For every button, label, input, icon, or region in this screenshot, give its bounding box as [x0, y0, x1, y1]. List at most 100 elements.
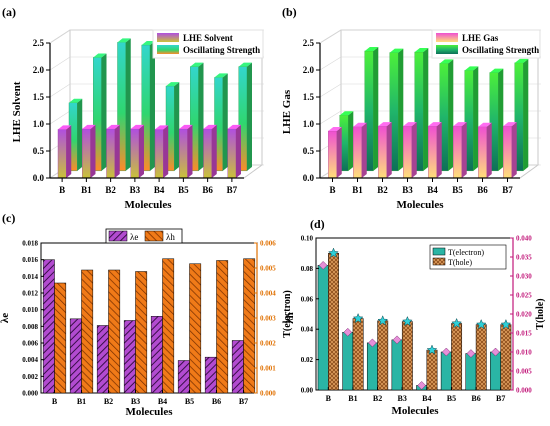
panel-d-bar-B6-s1	[465, 353, 477, 391]
panel-d-y-tick-label-right: 0.005	[516, 368, 532, 376]
panel-c-bar-B2-s1	[96, 325, 109, 394]
panel-a-bar-top	[141, 41, 155, 46]
panel-b-y-tick-label: 2.0	[303, 65, 315, 75]
panel-c-x-tick-label: B	[52, 397, 58, 406]
panel-d-marker-star	[451, 317, 463, 329]
panel-a-x-tick-label: B3	[130, 185, 141, 195]
panel-c-bar-B1-s1	[69, 318, 82, 394]
panel-c-y-tick-label-right: 0.003	[260, 315, 276, 323]
panel-b-bar-top	[478, 122, 492, 127]
panel-b-y-tick-label: 1.5	[303, 92, 315, 102]
panel-d-marker-diamond	[417, 381, 426, 390]
panel-d-y-tick-label-right: 0.010	[516, 349, 532, 357]
panel-b-bar-side	[336, 127, 342, 178]
panel-d-bar-B7-s1	[490, 351, 501, 391]
panel-c-y-tick-label-left: 0.004	[22, 356, 38, 364]
panel-b-gridline	[319, 29, 342, 44]
panel-a-bar-top	[58, 125, 72, 130]
panel-c-y-ticks-left: 0.000 0.002 0.004 0.006 0.008 0.010 0.012 0.014…	[22, 240, 44, 398]
panel-c-x-tick-label: B5	[185, 397, 194, 406]
panel-b-bar-side	[523, 58, 529, 171]
panel-a-x-tick-label: B2	[105, 185, 116, 195]
panel-d-y-tick-label-left: 0.06	[301, 295, 314, 303]
panel-b-y-tick-label: 1.0	[303, 119, 315, 129]
panel-d-marker-star	[475, 318, 487, 330]
panel-d-y-tick-label-right: 0.025	[516, 292, 532, 300]
panel-b-x-tick-label: B3	[402, 185, 413, 195]
panel-c-x-ticks: B B1 B2 B3 B4 B5 B6 B7	[52, 390, 248, 406]
panel-d-bar-B3-s1	[391, 339, 403, 391]
panel-d-marker-star	[426, 344, 438, 355]
panel-c-y-ticks-right: 0.000 0.001 0.002 0.003 0.004 0.005 0.006	[254, 240, 276, 398]
panel-d-x-tick-label: B2	[373, 394, 382, 403]
panel-c-x-tick-label: B3	[131, 397, 140, 406]
panel-a-bar-top	[214, 73, 228, 78]
panel-b-bar-top	[353, 122, 367, 127]
panel-a-bar-side	[114, 124, 120, 178]
panel-a-bar-side	[235, 124, 241, 178]
panel-c-bar-B-s2	[54, 282, 67, 394]
panel-d-legend-label-1: T(electron)	[448, 248, 484, 257]
panel-a-bar-side	[222, 73, 228, 171]
panel-b-bar-side	[348, 111, 354, 171]
panel-c-legend-swatch-2	[144, 230, 164, 242]
panel-a-y-tick-label: 0.0	[33, 173, 45, 183]
panel-c-x-tick-label: B6	[212, 397, 221, 406]
panel-b-bar-top	[439, 59, 454, 64]
panel-c-ylabel-left: λe	[0, 313, 11, 323]
panel-a-x-ticks: B B1 B2 B3 B4 B5 B6 B7	[59, 178, 238, 195]
panel-d-bar-B3-s2	[401, 321, 413, 391]
panel-a-x-tick-label: B	[59, 185, 65, 195]
panel-b-bar-side	[373, 46, 379, 171]
panel-b-y-tick-label: 0.0	[303, 173, 315, 183]
panel-d-y-tick-label-right: 0.035	[516, 254, 532, 262]
panel-a-bar-side	[187, 124, 193, 178]
panel-d-legend-swatch-2	[432, 257, 446, 266]
panel-a-bar-side	[163, 125, 169, 178]
panel-d-y-tick-label-right: 0.000	[516, 387, 532, 395]
panel-d-bars	[317, 247, 512, 391]
panel-d-y-tick-label-left: 0.04	[301, 326, 314, 334]
panel-a-bar-B2-s1	[106, 128, 115, 179]
panel-a-bar-side	[90, 124, 96, 178]
panel-b-bar-side	[361, 122, 367, 178]
panel-b-bar-side	[423, 48, 429, 171]
panel-a-bar-top	[190, 62, 204, 67]
panel-a-bar-side	[198, 62, 204, 171]
panel-d-bar-B-s1	[317, 265, 329, 391]
panel-c-bar-B4-s1	[150, 316, 163, 394]
panel-a-bar-top	[227, 124, 241, 129]
panel-d-x-tick-label: B	[326, 394, 332, 403]
panel-b-x-ticks: B B1 B2 B3 B4 B5 B6 B7	[329, 178, 513, 195]
panel-b-bar-B-s1	[328, 130, 337, 179]
panel-c-bar-B6-s1	[204, 356, 217, 394]
panel-b-bar-side	[386, 122, 392, 178]
panel-c-y-tick-label-left: 0.006	[22, 340, 38, 348]
panel-a-bar-side	[101, 53, 107, 171]
panel-b-legend-swatch-2	[436, 45, 458, 54]
panel-d: (d) 0.000.020.040.060.080.10 0.0000.0050…	[282, 217, 546, 417]
panel-d-y-tick-label-left: 0.08	[301, 265, 314, 273]
panel-c-y-tick-label-left: 0.014	[22, 273, 38, 281]
panel-a-gridline	[49, 56, 71, 71]
panel-c-x-tick-label: B7	[239, 397, 248, 406]
panel-c-y-tick-label-left: 0.016	[22, 256, 38, 264]
panel-d-x-tick-label: B1	[348, 394, 357, 403]
panel-c-bar-B3-s1	[123, 320, 136, 394]
panel-b-bar-side	[411, 122, 417, 178]
panel-a-bar-side	[149, 41, 155, 171]
panel-b-x-tick-label: B4	[427, 185, 438, 195]
panel-c-y-tick-label-right: 0.005	[260, 265, 276, 273]
panel-a-xlabel: Molecules	[124, 199, 172, 211]
panel-b-bar-top	[489, 68, 504, 73]
panel-d-y-tick-label-right: 0.020	[516, 311, 532, 319]
panel-d-marker-diamond	[466, 349, 476, 358]
panel-b-bar-B1-s1	[353, 126, 362, 179]
panel-a-legend-label-2: Oscillating Strength	[183, 45, 260, 55]
panel-b-bar-B2-s1	[378, 125, 387, 179]
panel-d-ylabel-right: T(hole)	[535, 298, 546, 329]
panel-d-x-ticks: B B1 B2 B3 B4 B5 B6 B7	[326, 387, 505, 403]
panel-d-marker-diamond	[318, 261, 328, 270]
panel-d-bar-B1-s1	[342, 331, 354, 391]
panel-b-x-tick-label: B5	[452, 185, 463, 195]
